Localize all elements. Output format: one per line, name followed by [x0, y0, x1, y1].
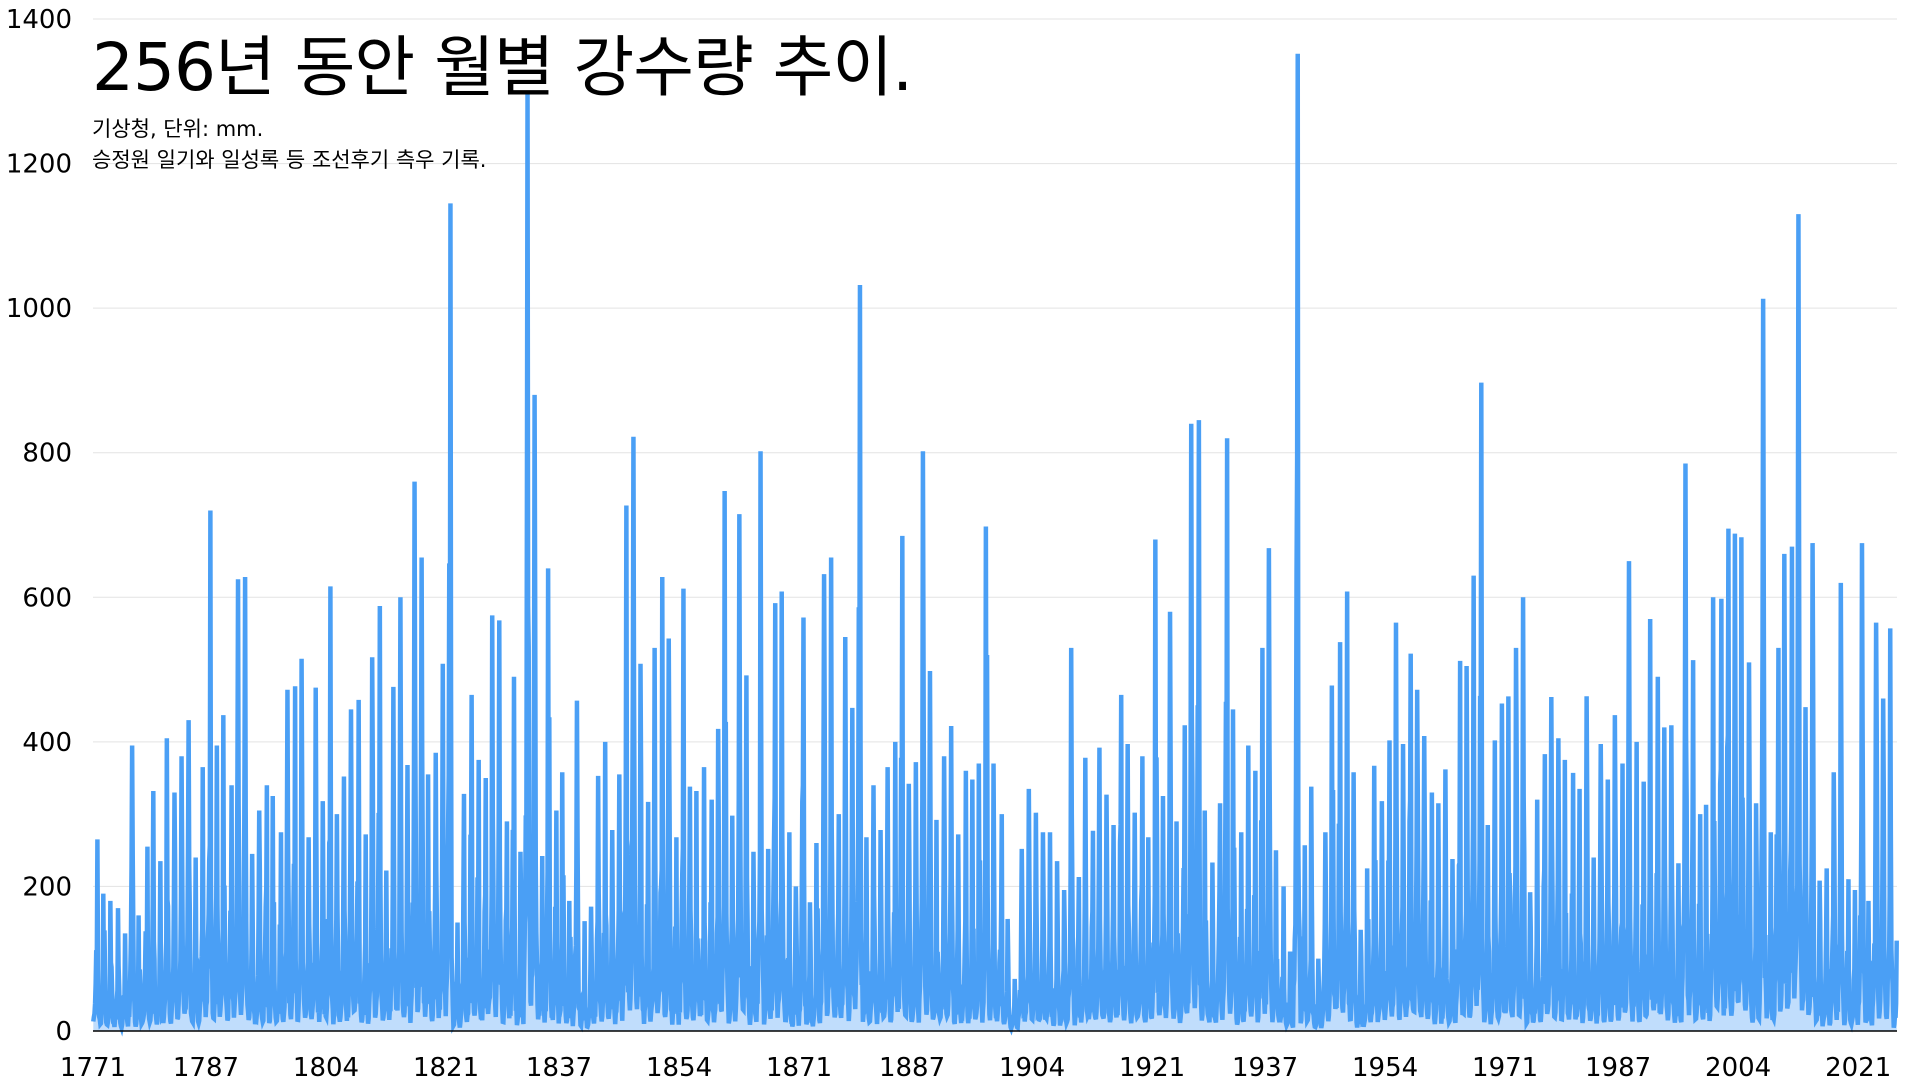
- x-tick-label: 1971: [1472, 1053, 1538, 1080]
- y-tick-label: 400: [22, 728, 72, 758]
- x-tick-label: 1804: [293, 1053, 359, 1080]
- subtitle-line-2: 승정원 일기와 일성록 등 조선후기 측우 기록.: [92, 147, 487, 172]
- x-tick-label: 1987: [1585, 1053, 1651, 1080]
- y-tick-label: 600: [22, 583, 72, 613]
- x-tick-label: 1937: [1232, 1053, 1298, 1080]
- x-axis: 1771 1787 1804 1821 1837 1854 1871 1887 1904 1921…: [60, 1030, 1897, 1080]
- x-tick-label: 1954: [1352, 1053, 1418, 1080]
- chart-title: 256년 동안 월별 강수량 추이.: [92, 29, 913, 106]
- x-tick-label: 1787: [173, 1053, 239, 1080]
- y-axis: 0 200 400 600 800 1000 1200 1400: [6, 5, 72, 1047]
- x-tick-label: 1854: [646, 1053, 712, 1080]
- x-tick-label: 1921: [1119, 1053, 1185, 1080]
- x-tick-label: 2004: [1705, 1053, 1771, 1080]
- x-tick-label: 1887: [879, 1053, 945, 1080]
- title-block: 256년 동안 월별 강수량 추이. 기상청, 단위: mm. 승정원 일기와 …: [92, 29, 913, 176]
- series-line: [91, 53, 1899, 1037]
- y-tick-label: 1400: [6, 5, 72, 35]
- subtitle-line-1: 기상청, 단위: mm.: [92, 116, 264, 141]
- x-tick-label: 1871: [766, 1053, 832, 1080]
- x-tick-label: 2021: [1825, 1053, 1891, 1080]
- y-tick-label: 200: [22, 872, 72, 902]
- x-tick-label: 1837: [526, 1053, 592, 1080]
- x-tick-label: 1821: [413, 1053, 479, 1080]
- y-tick-label: 800: [22, 439, 72, 469]
- y-tick-label: 0: [55, 1017, 72, 1047]
- x-tick-label: 1904: [999, 1053, 1065, 1080]
- y-tick-label: 1200: [6, 150, 72, 180]
- x-tick-label: 1771: [60, 1053, 126, 1080]
- y-tick-label: 1000: [6, 294, 72, 324]
- series-precipitation: [91, 53, 1899, 1037]
- chart-subtitle: 기상청, 단위: mm. 승정원 일기와 일성록 등 조선후기 측우 기록.: [92, 114, 912, 176]
